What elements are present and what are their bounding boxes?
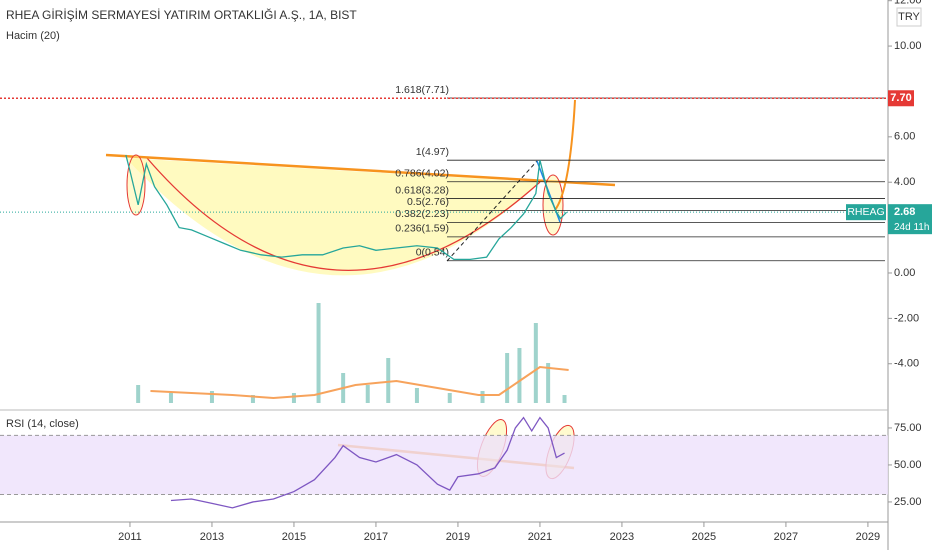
target-box [888,90,914,107]
volume-bar [136,385,141,403]
y-tick-label: 6.00 [894,131,915,143]
volume-bar [386,358,391,403]
cup-arc [146,157,541,271]
x-tick-label: 2013 [200,531,224,543]
volume-ma [150,365,569,400]
volume-bar [365,385,370,403]
rsi-band [0,435,888,495]
fib-label: 0.236(1.59) [395,223,449,235]
fib-anchor [446,160,538,262]
last-price-label: 2.68 [894,206,915,218]
volume-bar [447,393,452,403]
x-tick-label: 2021 [528,531,552,543]
volume-bar [250,395,255,403]
symbol-label: RHEAG [847,206,884,218]
volume-bar [533,323,538,403]
fib-label: 0.618(3.28) [395,184,449,196]
y-tick-label: 0.00 [894,267,915,279]
resistance-line [105,153,616,187]
y-tick-label: -2.00 [894,312,919,324]
series-line [170,416,565,509]
y-tick-label: -4.00 [894,358,919,370]
currency: TRY [898,11,920,23]
y-tick-label: 25.00 [894,496,922,508]
rsi-title: RSI (14, close) [6,418,79,430]
y-tick-label: 50.00 [894,459,922,471]
target-label: 7.70 [890,92,911,104]
x-tick-label: 2023 [610,531,634,543]
volume-bar [414,388,419,403]
volume-bar [316,303,321,403]
volume-bar [546,363,551,403]
cup-fill [126,158,540,276]
y-tick-label: 75.00 [894,422,922,434]
volume-title: Hacim (20) [6,30,60,42]
volume-bar [168,393,173,403]
volume-bar [562,395,567,403]
symbol-box [846,204,886,221]
x-tick-label: 2027 [774,531,798,543]
currency-box [896,7,922,27]
series-line [125,154,568,261]
y-tick-label: 12.00 [894,0,922,7]
fib-label: 0.382(2.23) [395,208,449,220]
x-tick-label: 2025 [692,531,716,543]
y-tick-label: 10.00 [894,40,922,52]
y-tick-label: 4.00 [894,176,915,188]
fib-label: 0.786(4.02) [395,168,449,180]
volume-bar [291,393,296,403]
x-tick-label: 2029 [856,531,880,543]
fib-label: 0.5(2.76) [407,196,449,208]
volume-bar [505,353,510,403]
x-tick-label: 2017 [364,531,388,543]
chart-title: RHEA GİRİŞİM SERMAYESİ YATIRIM ORTAKLIĞI… [6,7,357,22]
x-tick-label: 2011 [118,531,142,543]
volume-bar [209,391,214,403]
projection-line [554,99,576,211]
last-price-box [888,204,932,235]
volume-bar [480,391,485,403]
handle-ellipse [126,154,146,216]
countdown: 24d 11h [894,222,929,233]
x-tick-label: 2015 [282,531,306,543]
fib-label: 1(4.97) [416,146,449,158]
volume-bar [517,348,522,403]
fib-label: 1.618(7.71) [395,84,449,96]
x-tick-label: 2019 [446,531,470,543]
